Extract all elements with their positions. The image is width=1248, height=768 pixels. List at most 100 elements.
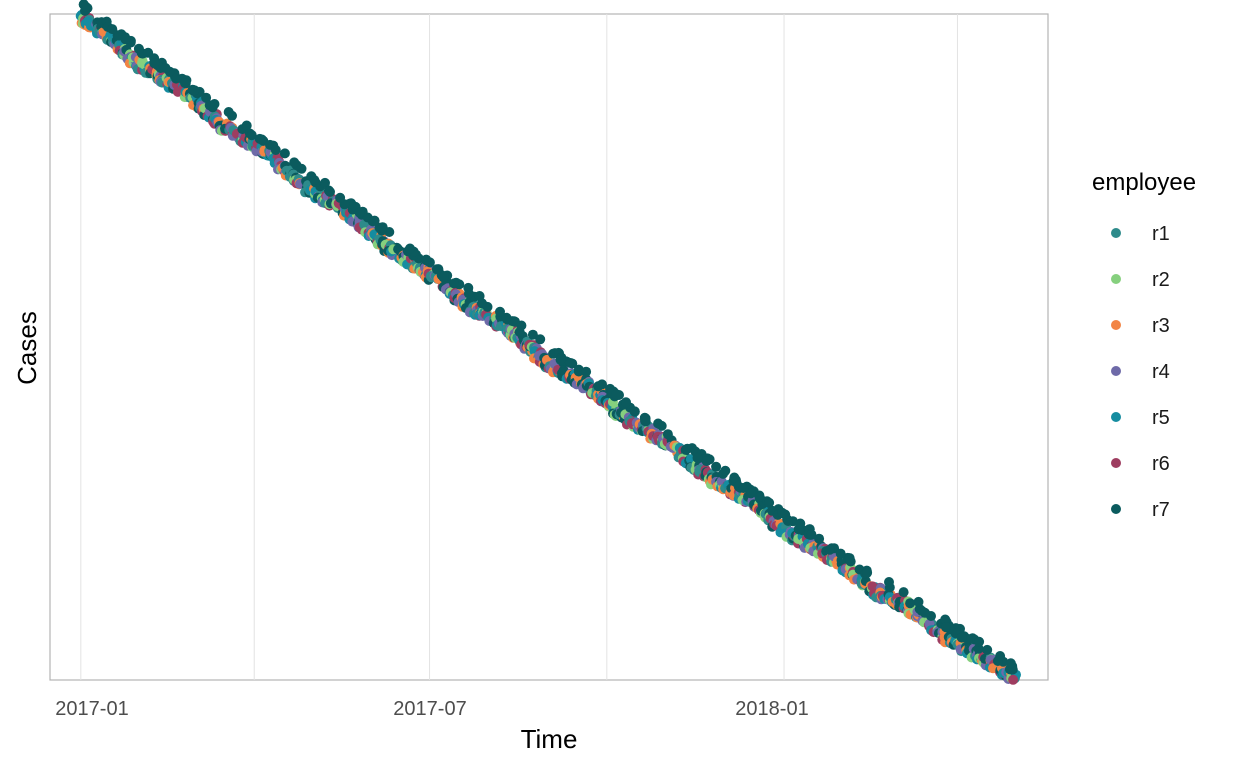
data-point-r7 xyxy=(535,334,546,345)
legend-title: employee xyxy=(1092,169,1196,196)
data-point-r7 xyxy=(884,577,894,587)
data-point-r7 xyxy=(309,175,320,186)
legend-label-r1: r1 xyxy=(1152,223,1170,245)
data-point-r7 xyxy=(898,587,909,598)
data-point-r7 xyxy=(581,366,592,377)
legend-swatch-r4 xyxy=(1111,366,1121,376)
data-point-r7 xyxy=(745,488,756,499)
legend-label-r4: r4 xyxy=(1152,361,1170,383)
legend-swatch-r3 xyxy=(1111,320,1121,330)
data-point-r7 xyxy=(449,278,459,289)
legend-label-r3: r3 xyxy=(1152,315,1170,337)
x-tick-labels: 2017-01 2017-07 2018-01 xyxy=(55,698,808,720)
data-point-r7 xyxy=(369,215,380,226)
data-point-r7 xyxy=(335,192,346,203)
data-point-r7 xyxy=(835,548,846,559)
data-point-r7 xyxy=(941,622,951,633)
data-point-r7 xyxy=(474,291,485,301)
data-point-r7 xyxy=(495,306,505,317)
data-point-r7 xyxy=(862,567,873,578)
data-point-r7 xyxy=(982,644,993,655)
x-tick-label-2018-01: 2018-01 xyxy=(735,698,808,720)
data-point-r7 xyxy=(189,85,200,96)
data-point-r7 xyxy=(692,452,703,463)
legend-label-r7: r7 xyxy=(1152,499,1170,521)
data-point-r7 xyxy=(662,429,673,440)
data-point-r7 xyxy=(438,271,449,282)
x-gridlines xyxy=(80,14,958,680)
data-point-r7 xyxy=(593,381,604,392)
data-point-r7 xyxy=(120,34,131,45)
data-point-r7 xyxy=(729,472,740,483)
data-point-r7 xyxy=(482,301,493,312)
data-point-r6 xyxy=(1008,674,1019,685)
x-tick-label-2017-07: 2017-07 xyxy=(393,698,466,720)
data-point-r7 xyxy=(241,120,252,131)
data-point-r7 xyxy=(279,148,290,159)
data-point-r7 xyxy=(565,358,576,368)
data-point-r7 xyxy=(1005,658,1016,669)
data-point-r7 xyxy=(720,465,731,476)
data-point-r7 xyxy=(738,483,749,493)
legend-item-r5: r5 xyxy=(1111,407,1170,429)
data-point-r7 xyxy=(905,598,916,609)
legend-swatch-r7 xyxy=(1111,504,1121,514)
data-point-r7 xyxy=(555,354,566,365)
data-point-r7 xyxy=(777,507,788,518)
data-point-r7 xyxy=(711,461,722,472)
data-point-r7 xyxy=(640,416,651,426)
data-point-r7 xyxy=(573,366,584,377)
data-point-r7 xyxy=(701,456,712,467)
legend-swatch-r5 xyxy=(1111,412,1121,422)
legend-swatch-r2 xyxy=(1111,274,1121,284)
legend-swatch-r6 xyxy=(1111,458,1121,468)
data-point-r7 xyxy=(795,518,806,529)
data-point-r7 xyxy=(143,47,154,58)
data-point-r7 xyxy=(824,544,835,555)
data-point-r7 xyxy=(919,607,930,618)
data-point-r7 xyxy=(621,397,631,408)
x-tick-label-2017-01: 2017-01 xyxy=(55,698,128,720)
legend-item-r2: r2 xyxy=(1111,269,1170,291)
data-point-r7 xyxy=(463,288,474,299)
legend-item-r6: r6 xyxy=(1111,453,1170,475)
data-point-r7 xyxy=(806,529,817,540)
data-point-r7 xyxy=(246,130,257,141)
legend-item-r1: r1 xyxy=(1111,223,1170,245)
data-point-r7 xyxy=(764,497,775,508)
legend: employee r1 r2 r3 r4 r5 r6 r7 xyxy=(1092,169,1196,521)
data-point-r7 xyxy=(913,596,924,607)
legend-item-r4: r4 xyxy=(1111,361,1170,383)
data-point-r7 xyxy=(133,43,144,54)
data-point-r7 xyxy=(377,222,388,233)
data-point-r7 xyxy=(80,1,91,12)
data-point-r7 xyxy=(180,78,191,89)
legend-swatch-r1 xyxy=(1111,228,1121,238)
data-point-r7 xyxy=(995,651,1006,661)
legend-item-r3: r3 xyxy=(1111,315,1170,337)
data-point-r7 xyxy=(270,145,281,155)
data-point-r7 xyxy=(501,312,512,323)
data-point-r7 xyxy=(107,24,118,35)
data-point-r7 xyxy=(844,553,855,564)
data-point-r7 xyxy=(956,632,967,643)
legend-label-r6: r6 xyxy=(1152,453,1170,475)
data-point-r7 xyxy=(320,177,330,188)
y-axis-title: Cases xyxy=(12,311,42,385)
data-point-r7 xyxy=(354,207,365,218)
data-point-r7 xyxy=(974,636,985,647)
data-point-r7 xyxy=(223,107,234,117)
data-point-r7 xyxy=(323,185,334,196)
data-point-r7 xyxy=(656,420,667,431)
data-point-r7 xyxy=(160,63,171,73)
data-point-r7 xyxy=(204,100,215,111)
data-point-r7 xyxy=(527,329,538,340)
data-points xyxy=(75,0,1021,685)
data-point-r7 xyxy=(629,406,640,417)
data-point-r7 xyxy=(289,157,300,168)
legend-label-r5: r5 xyxy=(1152,407,1170,429)
data-point-r7 xyxy=(754,492,765,502)
data-point-r7 xyxy=(611,389,622,400)
data-point-r7 xyxy=(171,73,182,84)
